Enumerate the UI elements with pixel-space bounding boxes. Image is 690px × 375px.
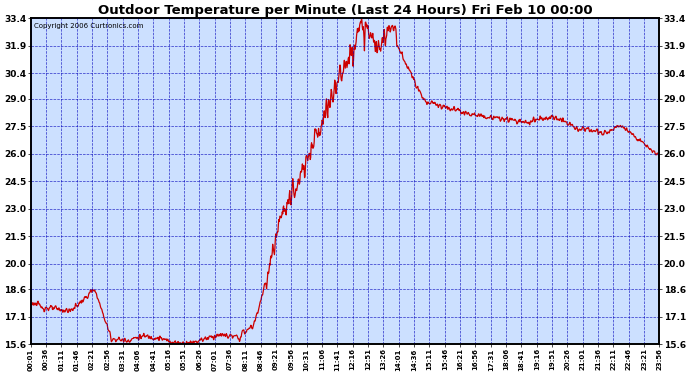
Text: Copyright 2006 Curtronics.com: Copyright 2006 Curtronics.com — [34, 23, 143, 29]
Title: Outdoor Temperature per Minute (Last 24 Hours) Fri Feb 10 00:00: Outdoor Temperature per Minute (Last 24 … — [98, 4, 592, 17]
